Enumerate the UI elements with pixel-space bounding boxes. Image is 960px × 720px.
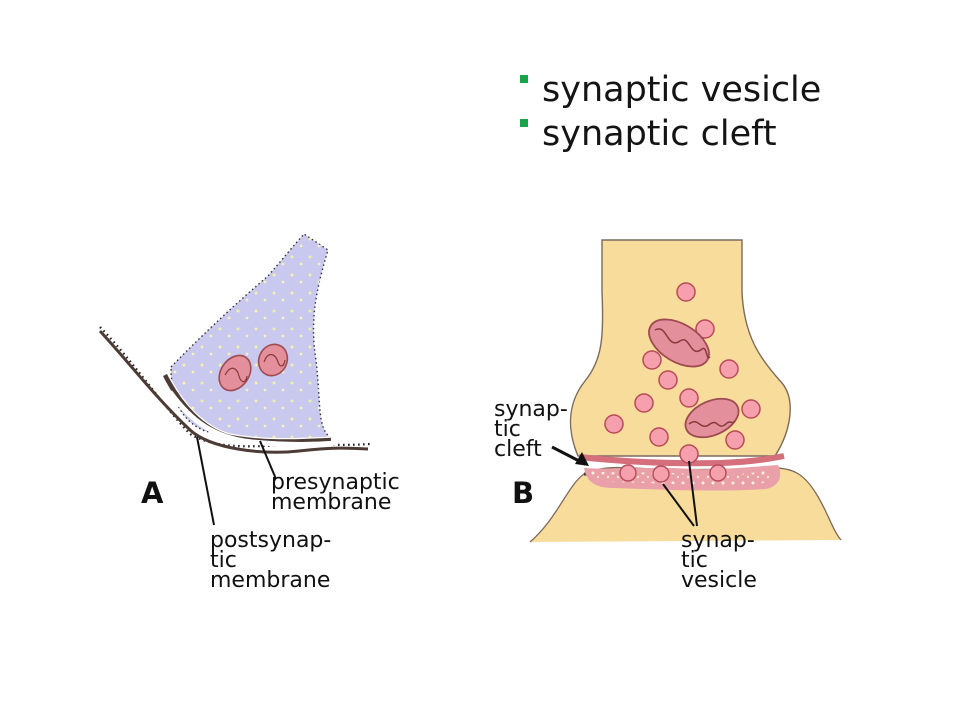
- presynaptic-membrane-label: presynaptic membrane: [271, 470, 400, 515]
- bullet-text: synaptic vesicle: [542, 69, 822, 110]
- panel-a-letter: A: [141, 476, 164, 510]
- synaptic-vesicle-label: synap- tic vesicle: [681, 528, 757, 593]
- postsynaptic-membrane-label: postsynap- tic membrane: [210, 528, 332, 593]
- bullet-synaptic-cleft: synaptic cleft: [520, 112, 880, 156]
- panel-b-illustration: [529, 239, 842, 543]
- synaptic-vesicle-icons: [604, 282, 761, 483]
- bullet-synaptic-vesicle: synaptic vesicle: [520, 68, 880, 112]
- key-terms-list: synaptic vesicle synaptic cleft: [520, 68, 880, 156]
- green-bullet-icon: [520, 75, 528, 83]
- synaptic-cleft-label: synap- tic cleft: [494, 397, 568, 462]
- bullet-text: synaptic cleft: [542, 113, 777, 154]
- panel-b-letter: B: [512, 476, 535, 510]
- panel-a-illustration: [98, 233, 371, 526]
- green-bullet-icon: [520, 119, 528, 127]
